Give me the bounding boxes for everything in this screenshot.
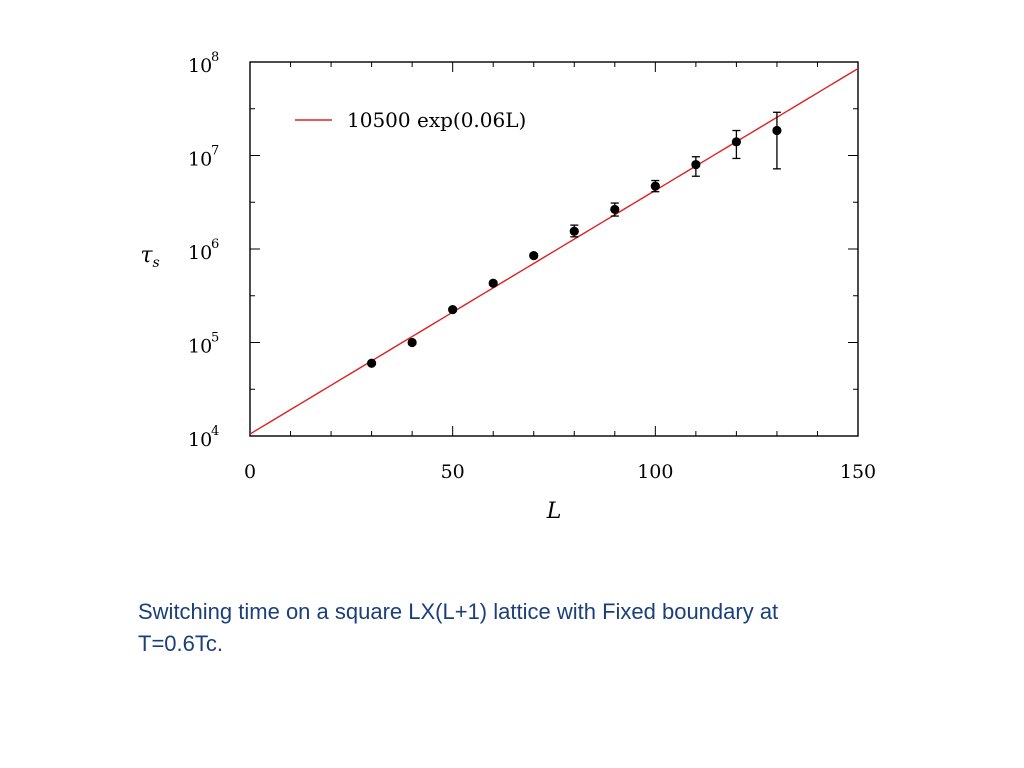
data-marker bbox=[610, 204, 620, 215]
data-marker bbox=[488, 278, 498, 288]
data-point bbox=[529, 250, 539, 261]
fit-line bbox=[250, 67, 858, 435]
data-marker bbox=[407, 337, 417, 348]
x-tick-label: 0 bbox=[244, 461, 256, 483]
caption: Switching time on a square LX(L+1) latti… bbox=[138, 599, 779, 656]
data-point bbox=[448, 304, 458, 315]
data-point bbox=[488, 278, 498, 288]
data-marker bbox=[448, 304, 458, 315]
y-tick-exponent: 7 bbox=[211, 144, 219, 159]
y-tick-label: 10 bbox=[188, 55, 212, 77]
data-point bbox=[691, 156, 701, 177]
data-marker bbox=[772, 125, 782, 136]
y-tick-exponent: 4 bbox=[211, 424, 219, 439]
data-marker bbox=[691, 159, 701, 170]
data-point bbox=[407, 337, 417, 348]
y-tick-exponent: 5 bbox=[211, 331, 219, 346]
data-marker bbox=[569, 226, 579, 236]
data-point bbox=[772, 111, 782, 170]
data-point bbox=[731, 129, 742, 160]
y-tick-label: 10 bbox=[188, 336, 212, 358]
y-tick-label: 10 bbox=[188, 242, 212, 264]
data-point bbox=[610, 202, 620, 217]
x-tick-label: 150 bbox=[840, 461, 876, 483]
y-tick-label: 10 bbox=[188, 149, 212, 171]
data-marker bbox=[650, 181, 660, 191]
data-point bbox=[569, 224, 579, 238]
y-tick-label: 10 bbox=[188, 429, 212, 451]
x-tick-label: 50 bbox=[441, 461, 465, 483]
legend: 10500 exp(0.06L) bbox=[295, 108, 526, 132]
data-point bbox=[367, 358, 377, 368]
y-tick-exponent: 6 bbox=[211, 237, 219, 252]
y-tick-exponent: 8 bbox=[211, 50, 219, 65]
data-marker bbox=[529, 250, 539, 261]
data-marker bbox=[731, 137, 742, 147]
x-axis-label: L bbox=[546, 499, 562, 524]
data-marker bbox=[367, 358, 377, 368]
legend-label: 10500 exp(0.06L) bbox=[347, 108, 526, 132]
y-axis-label: τs bbox=[140, 243, 159, 271]
data-point bbox=[650, 179, 660, 193]
x-tick-label: 100 bbox=[637, 461, 673, 483]
